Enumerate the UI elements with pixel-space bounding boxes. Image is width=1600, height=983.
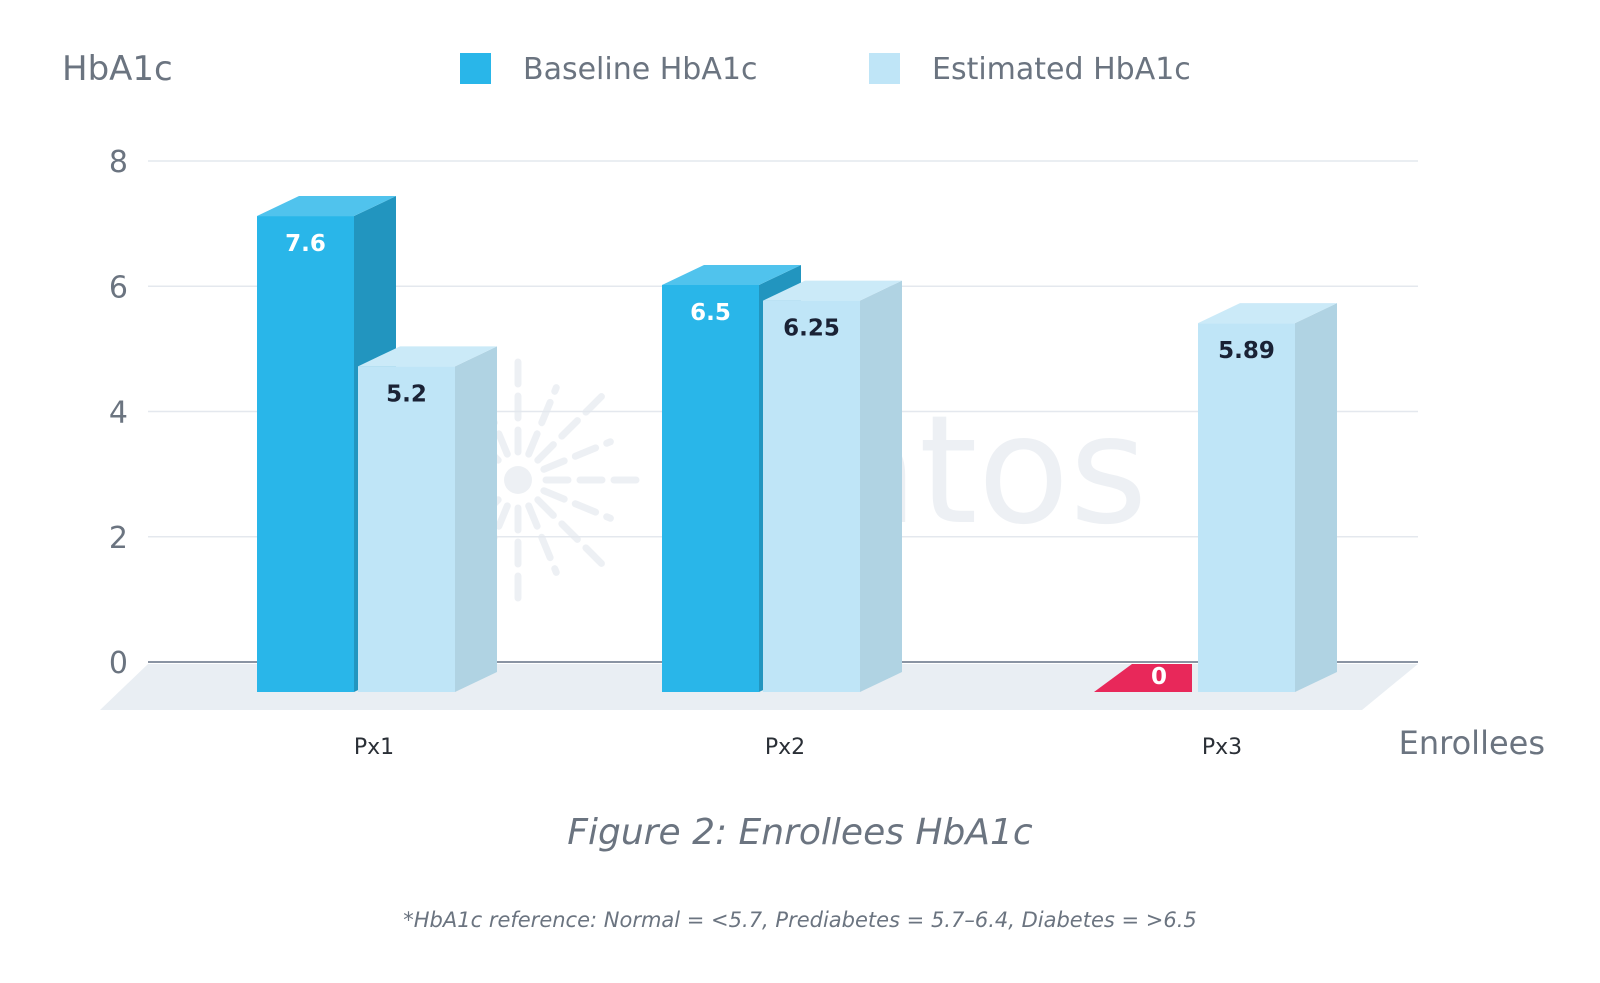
reference-note: *HbA1c reference: Normal = <5.7, Prediab… bbox=[403, 908, 1197, 932]
x-category-label: Px1 bbox=[354, 735, 394, 760]
x-category-label: Px2 bbox=[765, 735, 805, 760]
watermark-ray bbox=[534, 496, 605, 567]
bar-estimated-px3-top bbox=[1198, 303, 1337, 324]
legend-label: Baseline HbA1c bbox=[523, 52, 757, 87]
y-tick-label: 4 bbox=[109, 396, 128, 431]
bar-estimated-px1-label: 5.2 bbox=[386, 381, 427, 407]
zero-marker bbox=[1094, 664, 1192, 692]
bar-estimated-px2 bbox=[763, 280, 902, 692]
watermark-ray bbox=[534, 393, 605, 464]
legend-label: Estimated HbA1c bbox=[932, 52, 1191, 87]
bar-baseline-px2-label: 6.5 bbox=[690, 300, 731, 326]
watermark-ray bbox=[525, 384, 560, 458]
bar-estimated-px1-top bbox=[358, 346, 497, 367]
bars bbox=[257, 196, 1337, 693]
bar-estimated-px2-front bbox=[763, 300, 860, 692]
y-axis-ticks: 0 2 4 6 8 bbox=[109, 145, 128, 681]
bar-estimated-px2-top bbox=[763, 280, 902, 301]
y-axis-label: HbA1c bbox=[62, 49, 173, 89]
data-labels: 7.6 5.2 6.5 6.25 0 5.89 bbox=[285, 231, 1275, 690]
y-tick-label: 6 bbox=[109, 270, 128, 305]
bar-baseline-px2-front bbox=[662, 284, 759, 692]
bar-estimated-px1 bbox=[358, 346, 497, 692]
legend-swatch bbox=[460, 53, 491, 84]
watermark-dot bbox=[504, 466, 532, 494]
bar-estimated-px2-side bbox=[860, 280, 902, 692]
watermark-ray bbox=[540, 487, 614, 522]
bar-estimated-px2-label: 6.25 bbox=[783, 316, 840, 342]
bar-estimated-px3 bbox=[1198, 303, 1337, 692]
bar-baseline-px1-top bbox=[257, 196, 396, 217]
watermark-ray bbox=[525, 502, 560, 576]
bar-estimated-px3-side bbox=[1295, 303, 1337, 692]
x-axis-categories: Px1 Px2 Px3 bbox=[354, 735, 1242, 760]
bar-baseline-px2-top bbox=[662, 264, 801, 285]
y-tick-label: 8 bbox=[109, 145, 128, 180]
legend-swatch bbox=[869, 53, 900, 84]
watermark-ray bbox=[540, 438, 614, 473]
figure-caption: Figure 2: Enrollees HbA1c bbox=[567, 812, 1033, 853]
legend: Baseline HbA1c Estimated HbA1c bbox=[460, 52, 1191, 87]
bar-baseline-px3-zero bbox=[1094, 664, 1192, 692]
bar-baseline-px1-label: 7.6 bbox=[285, 231, 326, 257]
bar-baseline-px3-label: 0 bbox=[1151, 664, 1167, 690]
x-category-label: Px3 bbox=[1202, 735, 1242, 760]
bar-estimated-px3-label: 5.89 bbox=[1218, 338, 1275, 364]
y-tick-label: 2 bbox=[109, 521, 128, 556]
bar-estimated-px1-side bbox=[455, 346, 497, 692]
bar-baseline-px1-front bbox=[257, 216, 354, 693]
bar-estimated-px1-front bbox=[358, 366, 455, 692]
bar-estimated-px3-front bbox=[1198, 323, 1295, 692]
x-axis-label: Enrollees bbox=[1399, 724, 1545, 762]
y-tick-label: 0 bbox=[109, 646, 128, 681]
